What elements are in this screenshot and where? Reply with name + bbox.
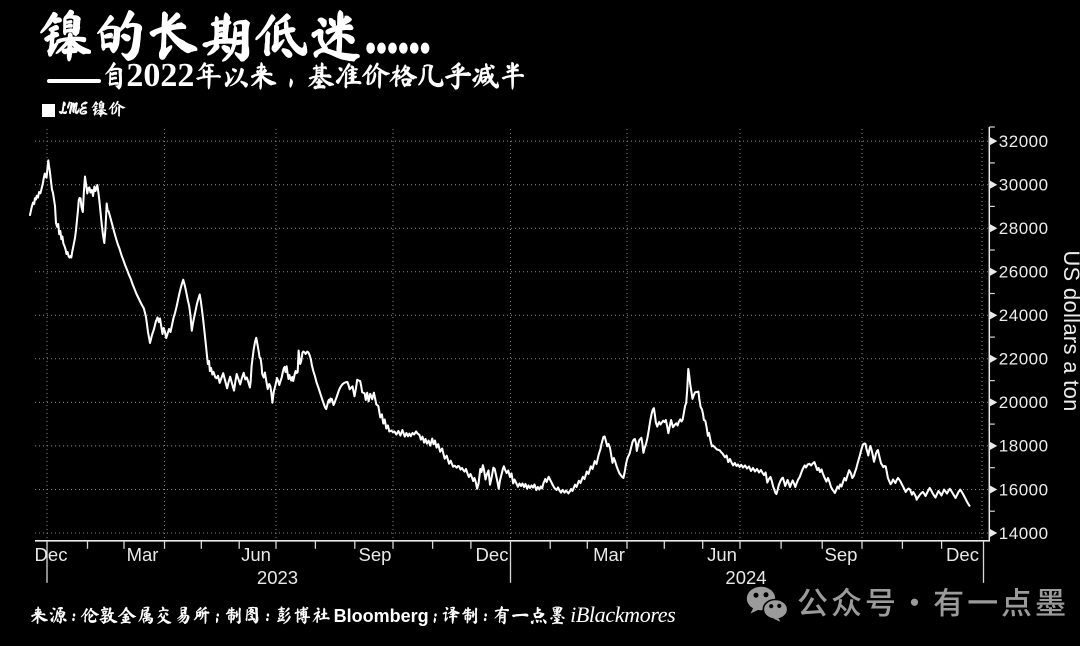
svg-text:Mar: Mar: [127, 544, 159, 565]
svg-text:16000: 16000: [999, 480, 1049, 499]
svg-text:22000: 22000: [999, 350, 1049, 369]
svg-text:Dec: Dec: [946, 544, 979, 565]
svg-text:Dec: Dec: [35, 544, 68, 565]
svg-text:32000: 32000: [999, 132, 1049, 151]
svg-text:Sep: Sep: [359, 544, 392, 565]
svg-text:30000: 30000: [999, 176, 1049, 195]
svg-text:28000: 28000: [999, 219, 1049, 238]
svg-text:Dec: Dec: [476, 544, 509, 565]
svg-text:Jun: Jun: [707, 544, 737, 565]
svg-text:18000: 18000: [999, 437, 1049, 456]
svg-text:2023: 2023: [257, 567, 298, 588]
svg-text:14000: 14000: [999, 524, 1049, 543]
svg-text:20000: 20000: [999, 393, 1049, 412]
svg-text:24000: 24000: [999, 306, 1049, 325]
svg-text:2024: 2024: [725, 567, 766, 588]
svg-text:US dollars a ton: US dollars a ton: [1059, 250, 1080, 411]
svg-text:Mar: Mar: [593, 544, 625, 565]
svg-text:Sep: Sep: [825, 544, 858, 565]
svg-text:26000: 26000: [999, 263, 1049, 282]
svg-text:Jun: Jun: [241, 544, 271, 565]
